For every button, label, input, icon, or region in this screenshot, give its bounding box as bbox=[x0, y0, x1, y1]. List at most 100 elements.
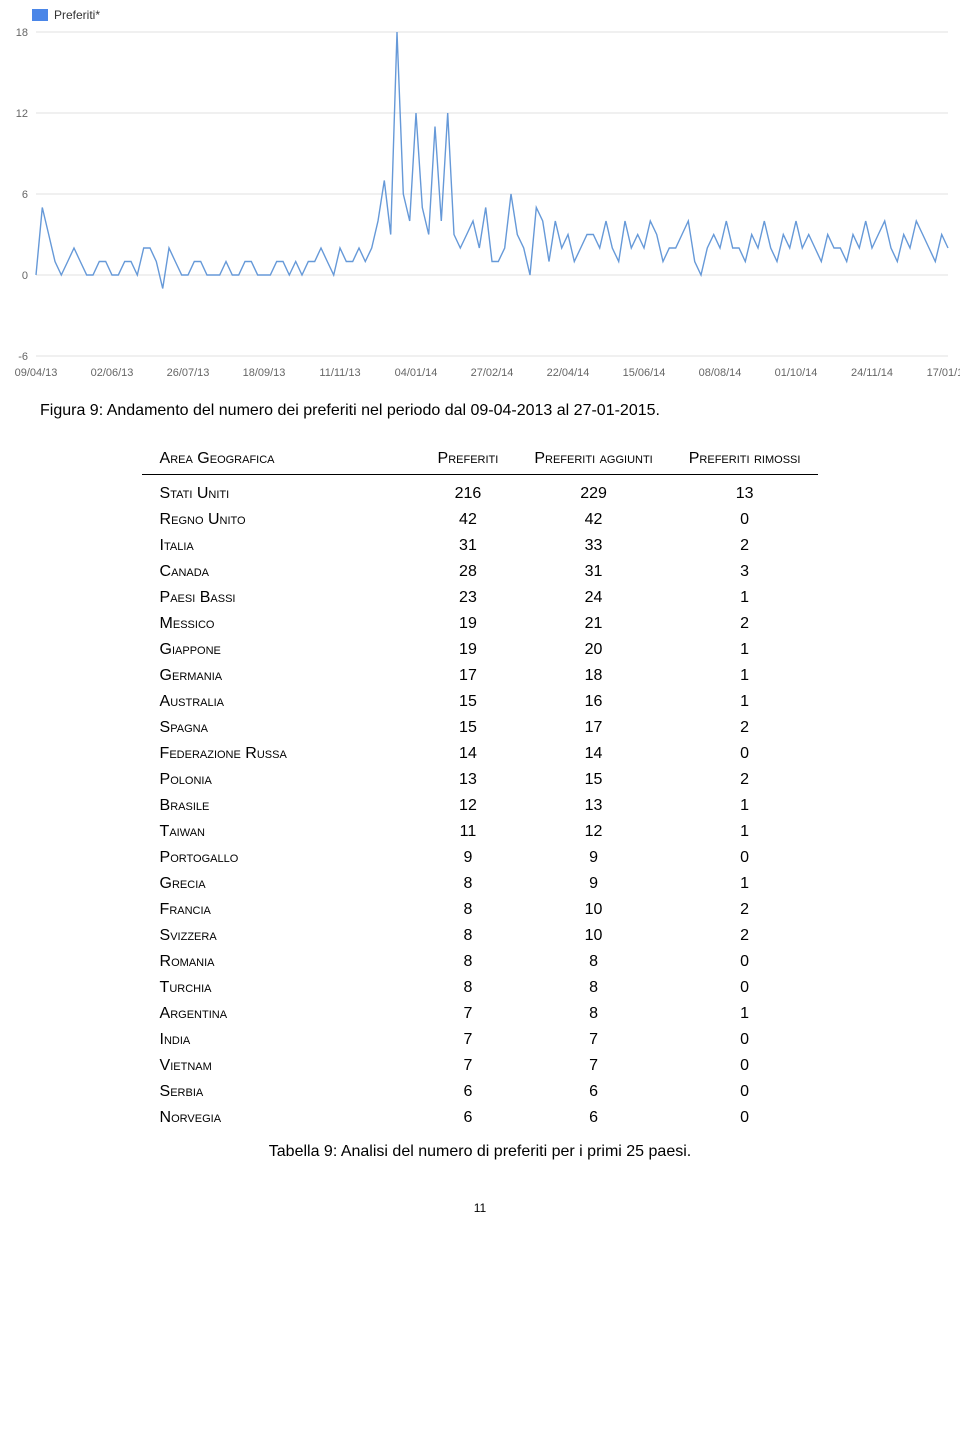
value-cell: 8 bbox=[516, 949, 670, 975]
line-chart: -606121809/04/1302/06/1326/07/1318/09/13… bbox=[0, 26, 960, 386]
value-cell: 11 bbox=[420, 819, 517, 845]
svg-text:08/08/14: 08/08/14 bbox=[699, 367, 742, 379]
value-cell: 14 bbox=[420, 741, 517, 767]
value-cell: 1 bbox=[671, 819, 819, 845]
table-row: Vietnam770 bbox=[142, 1053, 819, 1079]
value-cell: 1 bbox=[671, 1001, 819, 1027]
value-cell: 13 bbox=[516, 793, 670, 819]
figure-caption: Figura 9: Andamento del numero dei prefe… bbox=[0, 386, 960, 444]
value-cell: 15 bbox=[516, 767, 670, 793]
value-cell: 9 bbox=[516, 845, 670, 871]
value-cell: 0 bbox=[671, 1027, 819, 1053]
value-cell: 7 bbox=[516, 1053, 670, 1079]
value-cell: 24 bbox=[516, 585, 670, 611]
table-row: Giappone19201 bbox=[142, 637, 819, 663]
col-header: Area Geografica bbox=[142, 444, 420, 475]
svg-text:22/04/14: 22/04/14 bbox=[547, 367, 590, 379]
value-cell: 14 bbox=[516, 741, 670, 767]
value-cell: 31 bbox=[420, 533, 517, 559]
svg-text:15/06/14: 15/06/14 bbox=[623, 367, 666, 379]
value-cell: 0 bbox=[671, 1053, 819, 1079]
value-cell: 8 bbox=[420, 975, 517, 1001]
value-cell: 2 bbox=[671, 611, 819, 637]
value-cell: 1 bbox=[671, 585, 819, 611]
country-cell: Argentina bbox=[142, 1001, 420, 1027]
table-row: Messico19212 bbox=[142, 611, 819, 637]
table-row: Taiwan11121 bbox=[142, 819, 819, 845]
value-cell: 7 bbox=[516, 1027, 670, 1053]
table-row: Polonia13152 bbox=[142, 767, 819, 793]
value-cell: 15 bbox=[420, 715, 517, 741]
table-row: Federazione Russa14140 bbox=[142, 741, 819, 767]
value-cell: 6 bbox=[420, 1105, 517, 1131]
value-cell: 1 bbox=[671, 871, 819, 897]
value-cell: 0 bbox=[671, 1079, 819, 1105]
value-cell: 1 bbox=[671, 793, 819, 819]
svg-text:17/01/15: 17/01/15 bbox=[927, 367, 960, 379]
table-row: Regno Unito42420 bbox=[142, 507, 819, 533]
svg-text:6: 6 bbox=[22, 189, 28, 201]
value-cell: 7 bbox=[420, 1027, 517, 1053]
page-number: 11 bbox=[0, 1201, 960, 1235]
value-cell: 23 bbox=[420, 585, 517, 611]
value-cell: 19 bbox=[420, 611, 517, 637]
country-cell: India bbox=[142, 1027, 420, 1053]
col-header: Preferiti bbox=[420, 444, 517, 475]
table-row: Portogallo990 bbox=[142, 845, 819, 871]
value-cell: 21 bbox=[516, 611, 670, 637]
table-row: Brasile12131 bbox=[142, 793, 819, 819]
country-cell: Grecia bbox=[142, 871, 420, 897]
chart-legend: Preferiti* bbox=[0, 0, 960, 26]
country-cell: Brasile bbox=[142, 793, 420, 819]
value-cell: 7 bbox=[420, 1001, 517, 1027]
country-cell: Portogallo bbox=[142, 845, 420, 871]
value-cell: 42 bbox=[516, 507, 670, 533]
value-cell: 17 bbox=[516, 715, 670, 741]
country-cell: Italia bbox=[142, 533, 420, 559]
value-cell: 1 bbox=[671, 663, 819, 689]
value-cell: 0 bbox=[671, 949, 819, 975]
value-cell: 2 bbox=[671, 533, 819, 559]
table-header-row: Area Geografica Preferiti Preferiti aggi… bbox=[142, 444, 819, 475]
value-cell: 0 bbox=[671, 1105, 819, 1131]
svg-text:04/01/14: 04/01/14 bbox=[395, 367, 438, 379]
value-cell: 8 bbox=[420, 923, 517, 949]
value-cell: 16 bbox=[516, 689, 670, 715]
svg-text:-6: -6 bbox=[18, 351, 28, 363]
value-cell: 3 bbox=[671, 559, 819, 585]
table-row: Paesi Bassi23241 bbox=[142, 585, 819, 611]
value-cell: 17 bbox=[420, 663, 517, 689]
value-cell: 19 bbox=[420, 637, 517, 663]
value-cell: 2 bbox=[671, 897, 819, 923]
country-cell: Australia bbox=[142, 689, 420, 715]
svg-text:02/06/13: 02/06/13 bbox=[91, 367, 134, 379]
svg-text:27/02/14: 27/02/14 bbox=[471, 367, 514, 379]
table-row: Romania880 bbox=[142, 949, 819, 975]
value-cell: 9 bbox=[516, 871, 670, 897]
value-cell: 2 bbox=[671, 923, 819, 949]
legend-swatch bbox=[32, 9, 48, 21]
svg-text:26/07/13: 26/07/13 bbox=[167, 367, 210, 379]
table-row: Grecia891 bbox=[142, 871, 819, 897]
document-page: Preferiti* -606121809/04/1302/06/1326/07… bbox=[0, 0, 960, 1235]
value-cell: 8 bbox=[420, 949, 517, 975]
country-cell: Francia bbox=[142, 897, 420, 923]
svg-text:12: 12 bbox=[16, 108, 28, 120]
value-cell: 2 bbox=[671, 715, 819, 741]
value-cell: 6 bbox=[516, 1105, 670, 1131]
value-cell: 0 bbox=[671, 741, 819, 767]
country-cell: Serbia bbox=[142, 1079, 420, 1105]
value-cell: 7 bbox=[420, 1053, 517, 1079]
country-cell: Giappone bbox=[142, 637, 420, 663]
value-cell: 0 bbox=[671, 975, 819, 1001]
value-cell: 6 bbox=[420, 1079, 517, 1105]
table-row: Serbia660 bbox=[142, 1079, 819, 1105]
value-cell: 20 bbox=[516, 637, 670, 663]
value-cell: 28 bbox=[420, 559, 517, 585]
table-row: Turchia880 bbox=[142, 975, 819, 1001]
svg-text:18/09/13: 18/09/13 bbox=[243, 367, 286, 379]
value-cell: 33 bbox=[516, 533, 670, 559]
value-cell: 8 bbox=[420, 871, 517, 897]
value-cell: 31 bbox=[516, 559, 670, 585]
country-cell: Regno Unito bbox=[142, 507, 420, 533]
